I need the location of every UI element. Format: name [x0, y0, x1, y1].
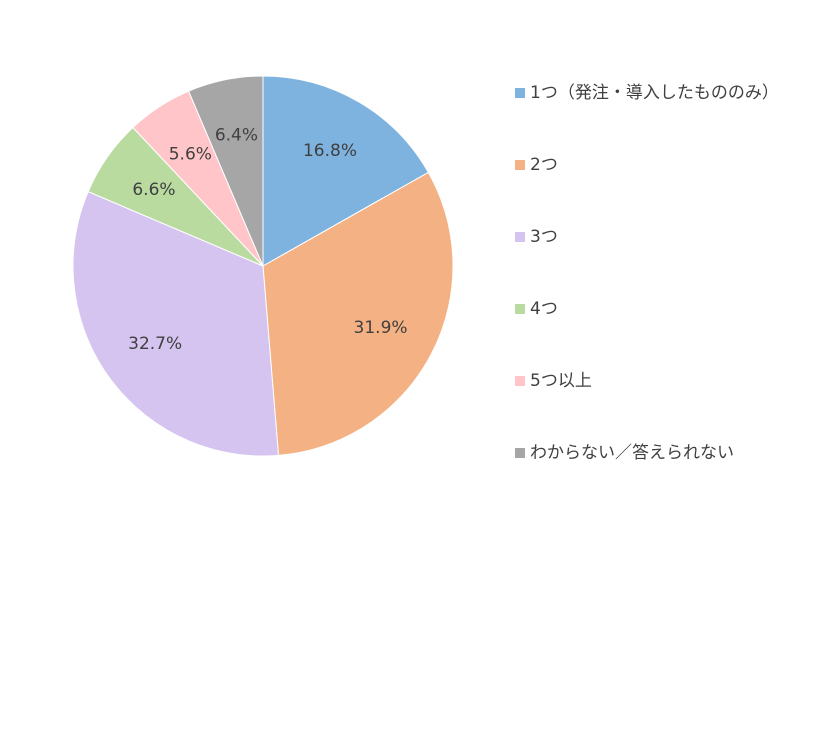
legend-swatch — [515, 160, 525, 170]
data-label: 5.6% — [169, 145, 212, 165]
legend-swatch — [515, 88, 525, 98]
legend-swatch — [515, 232, 525, 242]
legend-label: 1つ（発注・導入したもののみ） — [530, 83, 779, 103]
legend-label: 5つ以上 — [530, 371, 592, 391]
legend-label: わからない／答えられない — [530, 443, 734, 463]
data-label: 31.9% — [354, 318, 408, 338]
data-label: 32.7% — [128, 334, 182, 354]
pie-slice — [262, 171, 454, 456]
legend-swatch — [515, 448, 525, 458]
legend-swatch — [515, 304, 525, 314]
data-label: 6.4% — [215, 126, 258, 146]
data-label: 6.6% — [132, 180, 175, 200]
legend-label: 3つ — [530, 227, 558, 247]
pie-slice — [187, 75, 264, 267]
legend-label: 4つ — [530, 299, 558, 319]
data-label: 16.8% — [303, 141, 357, 161]
pie-slice — [262, 75, 430, 267]
legend-swatch — [515, 376, 525, 386]
pie-slice — [72, 190, 280, 457]
legend-label: 2つ — [530, 155, 558, 175]
